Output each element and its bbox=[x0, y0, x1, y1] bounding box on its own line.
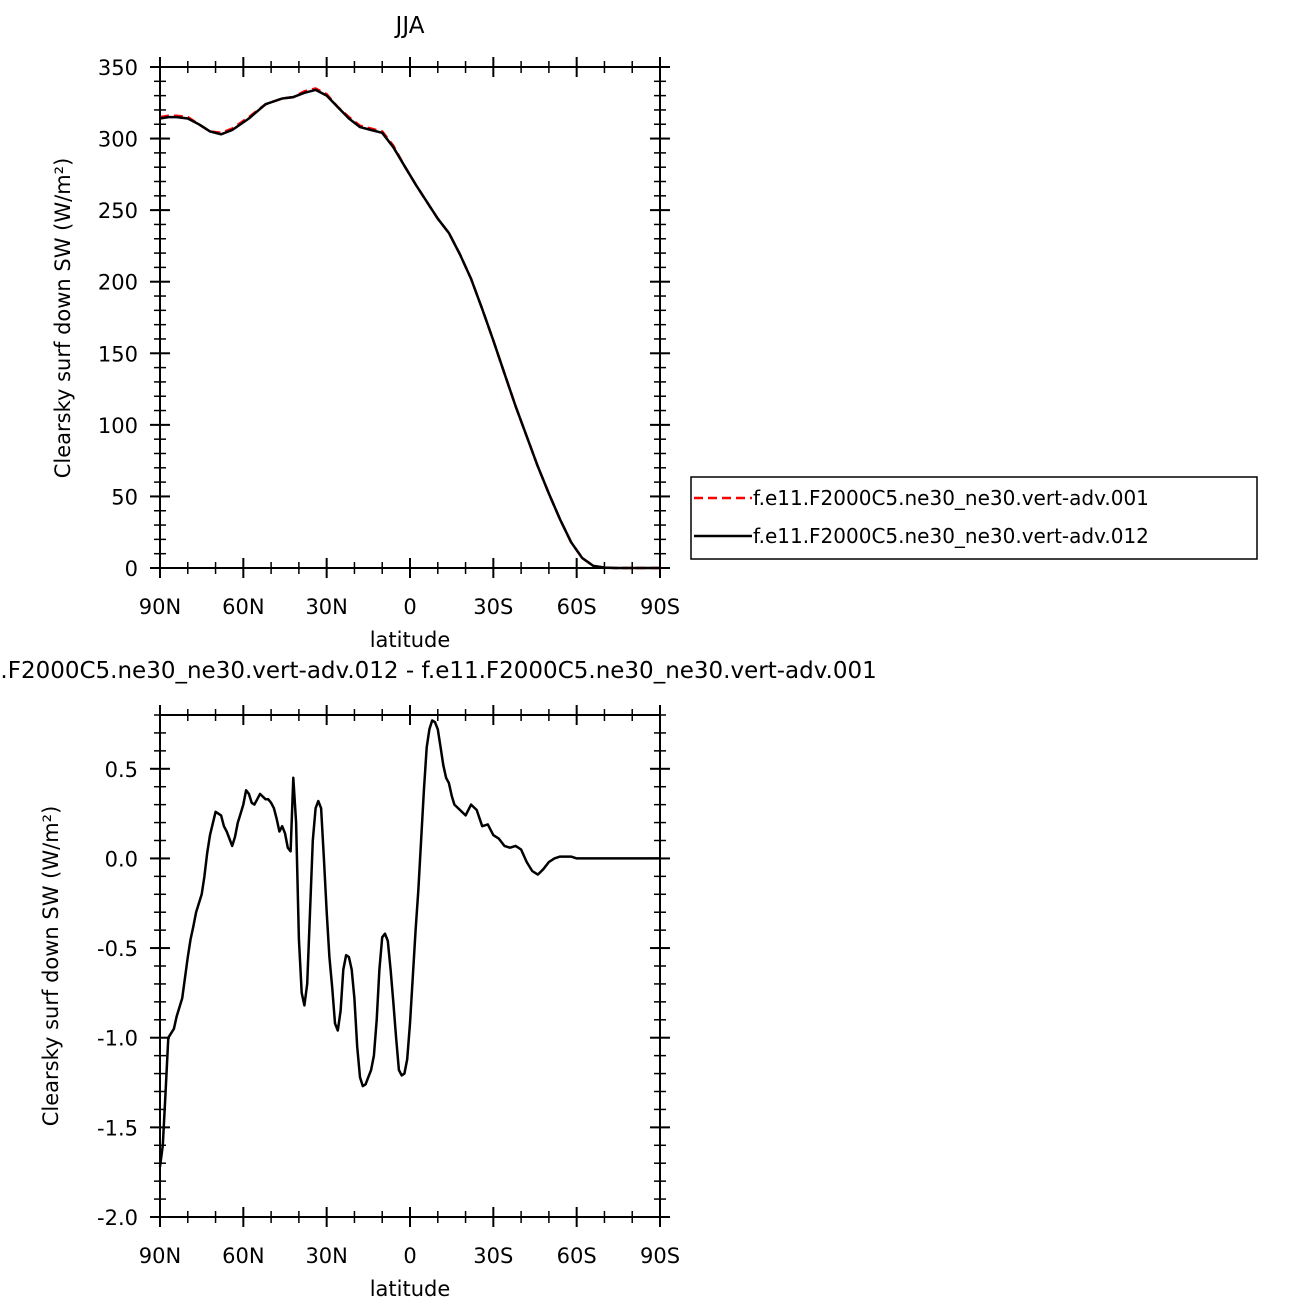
bottom-y-tick-label: 0.5 bbox=[105, 758, 138, 782]
legend-label-series-1: f.e11.F2000C5.ne30_ne30.vert-adv.001 bbox=[753, 486, 1149, 510]
top-y-tick-label: 250 bbox=[98, 199, 138, 223]
top-x-tick-label: 90S bbox=[640, 595, 680, 619]
top-y-axis-label: Clearsky surf down SW (W/m²) bbox=[51, 158, 75, 479]
bottom-x-tick-label: 90N bbox=[139, 1244, 181, 1268]
top-series-line-2 bbox=[159, 88, 660, 570]
legend-label-series-2: f.e11.F2000C5.ne30_ne30.vert-adv.012 bbox=[753, 524, 1149, 548]
top-x-tick-label: 60N bbox=[222, 595, 264, 619]
top-y-tick-label: 50 bbox=[111, 485, 138, 509]
bottom-x-tick-label: 0 bbox=[403, 1244, 416, 1268]
top-x-axis-label: latitude bbox=[370, 628, 451, 652]
bottom-y-axis-label: Clearsky surf down SW (W/m²) bbox=[39, 806, 63, 1127]
top-panel: JJA 90N 60N 30N 0 30S 60S 90S 0 50 100 150 200 250 30… bbox=[51, 13, 680, 652]
top-plot-frame bbox=[159, 66, 661, 569]
bottom-x-tick-label: 60S bbox=[557, 1244, 597, 1268]
bottom-plot-frame bbox=[159, 714, 661, 1218]
bottom-x-tick-label: 30S bbox=[473, 1244, 513, 1268]
top-x-tick-label: 90N bbox=[139, 595, 181, 619]
legend-box bbox=[690, 476, 1258, 560]
bottom-series-line-1 bbox=[158, 719, 660, 1167]
bottom-y-tick-label: -1.0 bbox=[97, 1027, 138, 1051]
top-y-tick-label: 150 bbox=[98, 342, 138, 366]
bottom-x-tick-label: 60N bbox=[222, 1244, 264, 1268]
legend: f.e11.F2000C5.ne30_ne30.vert-adv.001 f.e… bbox=[690, 476, 1258, 560]
bottom-panel: f.e11.F2000C5.ne30_ne30.vert-adv.012 - f… bbox=[0, 658, 877, 1301]
bottom-y-tick-label: -1.5 bbox=[97, 1116, 138, 1140]
top-x-tick-label: 30S bbox=[473, 595, 513, 619]
top-chart-title: JJA bbox=[394, 13, 425, 39]
top-series-line-1 bbox=[159, 87, 660, 570]
top-x-tick-label: 60S bbox=[557, 595, 597, 619]
top-y-tick-label: 100 bbox=[98, 414, 138, 438]
top-y-tick-label: 0 bbox=[125, 557, 138, 581]
top-y-tick-label: 200 bbox=[98, 271, 138, 295]
top-y-tick-label: 300 bbox=[98, 128, 138, 152]
bottom-chart-title: f.e11.F2000C5.ne30_ne30.vert-adv.012 - f… bbox=[0, 658, 877, 684]
bottom-x-axis-label: latitude bbox=[370, 1277, 451, 1301]
top-x-tick-label: 0 bbox=[403, 595, 416, 619]
top-x-tick-label: 30N bbox=[305, 595, 347, 619]
bottom-x-tick-label: 30N bbox=[305, 1244, 347, 1268]
top-y-tick-label: 350 bbox=[98, 56, 138, 80]
top-plot-area: 90N 60N 30N 0 30S 60S 90S 0 50 100 150 200 250 300 350 bbox=[98, 56, 680, 619]
bottom-y-tick-label: -2.0 bbox=[97, 1206, 138, 1230]
bottom-y-tick-label: 0.0 bbox=[105, 847, 138, 871]
bottom-x-tick-label: 90S bbox=[640, 1244, 680, 1268]
bottom-plot-area: 90N 60N 30N 0 30S 60S 90S -2.0 -1.5 -1.0 -0.5 0.0 0.… bbox=[97, 705, 680, 1268]
bottom-y-tick-label: -0.5 bbox=[97, 937, 138, 961]
